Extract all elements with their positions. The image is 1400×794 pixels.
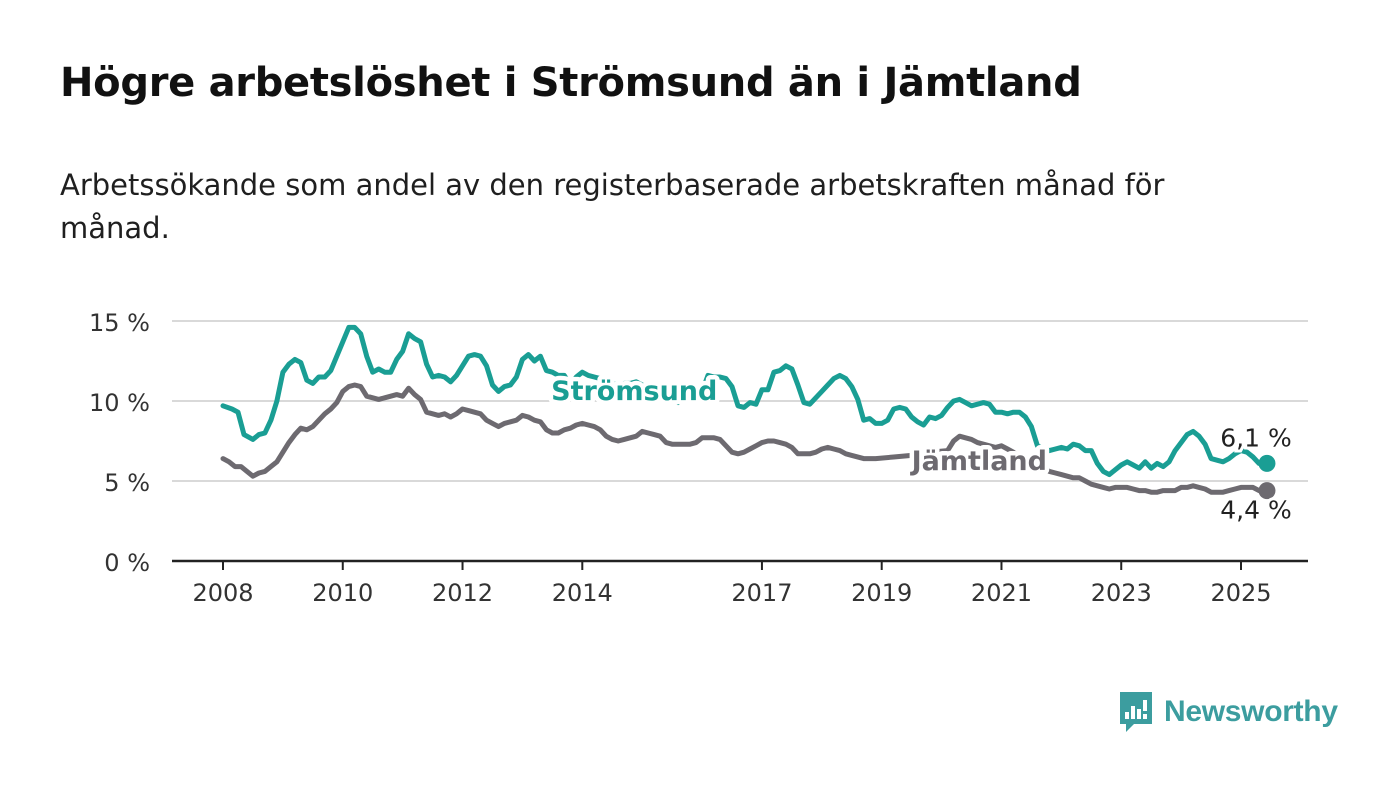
y-tick-label: 0 % <box>104 549 150 577</box>
x-tick-label: 2025 <box>1210 579 1271 607</box>
series-line-jamtland <box>220 382 1262 495</box>
x-tick-label: 2014 <box>552 579 613 607</box>
y-tick-label: 5 % <box>104 469 150 497</box>
end-value-label-jamtland: 4,4 % <box>1220 496 1291 525</box>
axis-layer: 0 % 5 % 10 % 15 % 2008 2010 2012 2014 2017 2019 20… <box>89 309 1308 607</box>
x-tick-label: 2021 <box>971 579 1032 607</box>
x-tick-label: 2019 <box>851 579 912 607</box>
brand-name: Newsworthy <box>1164 695 1338 728</box>
newsworthy-logo-icon <box>1120 692 1152 732</box>
y-tick-label: 15 % <box>89 309 150 337</box>
chart-title: Högre arbetslöshet i Strömsund än i Jämt… <box>60 60 1082 106</box>
end-value-label-stromsund: 6,1 % <box>1220 423 1291 452</box>
series-end-point-stromsund <box>1258 454 1276 472</box>
label-layer: Strömsund Jämtland 6,1 % 4,4 % <box>547 371 1295 527</box>
newsworthy-logo: Newsworthy <box>1118 690 1338 734</box>
series-line-stromsund <box>220 324 1262 478</box>
x-tick-label: 2012 <box>432 579 493 607</box>
x-tick-label: 2017 <box>731 579 792 607</box>
series-label-stromsund: Strömsund <box>551 376 717 407</box>
y-tick-label: 10 % <box>89 389 150 417</box>
series-end-point-jamtland <box>1258 482 1276 500</box>
chart-subtitle: Arbetssökande som andel av den registerb… <box>60 168 1165 245</box>
series-label-jamtland: Jämtland <box>910 446 1047 477</box>
series-layer <box>220 324 1276 500</box>
x-tick-label: 2023 <box>1091 579 1152 607</box>
grid-layer <box>172 320 1308 482</box>
x-tick-label: 2010 <box>312 579 373 607</box>
x-tick-label: 2008 <box>192 579 253 607</box>
